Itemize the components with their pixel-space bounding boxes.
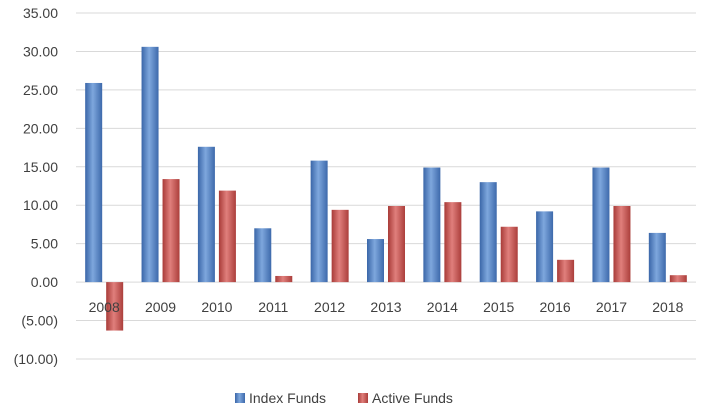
y-axis-ticks: 35.00 30.00 25.00 20.00 15.00 10.00 5.00 0.00 (5…: [14, 5, 59, 367]
bar-index-funds-2017: [592, 167, 610, 283]
y-tick-label: (5.00): [21, 313, 58, 329]
bar-active-funds-2012: [331, 209, 349, 283]
y-tick-label: 35.00: [23, 5, 58, 21]
bar-active-funds-2016: [557, 259, 575, 283]
y-tick-label: 30.00: [23, 43, 58, 59]
y-tick-label: (10.00): [14, 351, 58, 367]
bar-index-funds-2011: [254, 228, 272, 283]
bar-index-funds-2013: [367, 239, 384, 283]
x-tick-label: 2013: [370, 299, 401, 315]
bar-active-funds-2008: [106, 282, 124, 331]
x-axis-ticks: 2008 2009 2010 2011 2012 2013 2014 2015 2016 2017…: [89, 299, 684, 315]
bars: [85, 46, 687, 331]
bar-active-funds-2013: [388, 205, 405, 283]
x-tick-label: 2010: [201, 299, 232, 315]
bar-index-funds-2014: [423, 167, 441, 283]
legend-label: Active Funds: [372, 390, 453, 406]
x-tick-label: 2018: [652, 299, 683, 315]
x-tick-label: 2016: [540, 299, 571, 315]
y-tick-label: 15.00: [23, 159, 58, 175]
legend-label: Index Funds: [249, 390, 326, 406]
bar-index-funds-2015: [479, 182, 497, 283]
bar-active-funds-2015: [500, 226, 518, 283]
bar-index-funds-2009: [141, 46, 159, 283]
y-tick-label: 10.00: [23, 197, 58, 213]
x-tick-label: 2017: [596, 299, 627, 315]
bar-index-funds-2018: [648, 232, 666, 283]
x-tick-label: 2012: [314, 299, 345, 315]
bar-index-funds-2010: [197, 146, 215, 283]
bar-index-funds-2012: [310, 160, 328, 283]
legend-swatch: [358, 393, 368, 403]
x-tick-label: 2014: [427, 299, 458, 315]
legend: Index Funds Active Funds: [235, 390, 453, 406]
bar-active-funds-2014: [444, 202, 462, 283]
bar-index-funds-2008: [85, 82, 103, 283]
y-tick-label: 0.00: [31, 274, 58, 290]
bar-active-funds-2011: [275, 275, 293, 283]
x-tick-label: 2015: [483, 299, 514, 315]
y-tick-label: 5.00: [31, 236, 58, 252]
y-tick-label: 25.00: [23, 82, 58, 98]
x-tick-label: 2009: [145, 299, 176, 315]
bar-active-funds-2018: [669, 275, 687, 283]
x-tick-label: 2008: [89, 299, 120, 315]
y-tick-label: 20.00: [23, 120, 58, 136]
bar-active-funds-2017: [613, 205, 631, 283]
x-tick-label: 2011: [258, 299, 288, 315]
bar-index-funds-2016: [536, 211, 554, 283]
bar-active-funds-2010: [218, 190, 236, 283]
bar-active-funds-2009: [162, 179, 180, 283]
legend-swatch: [235, 393, 245, 403]
